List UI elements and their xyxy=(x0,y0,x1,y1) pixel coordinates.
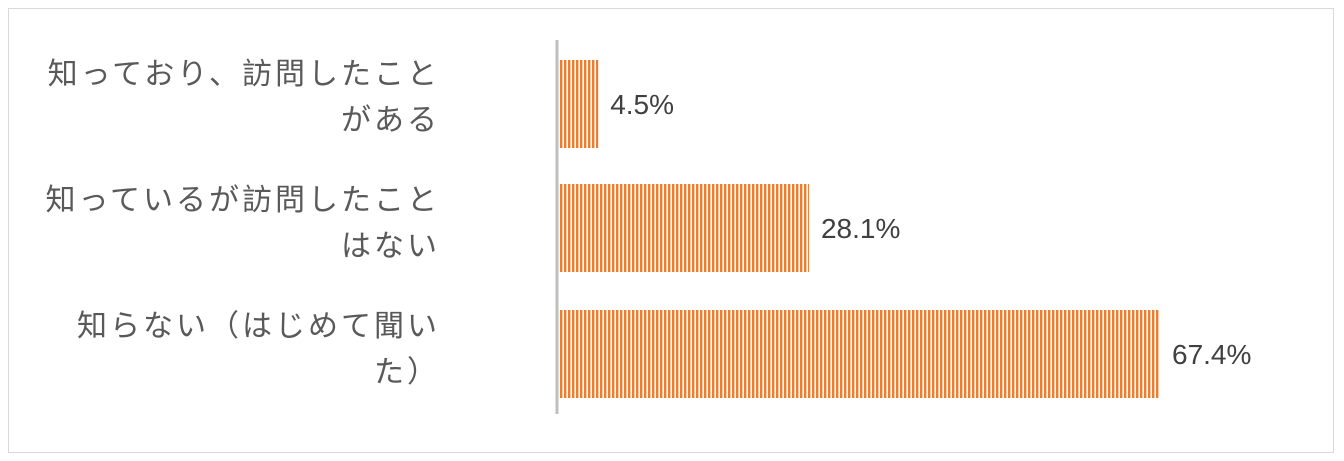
data-label: 67.4% xyxy=(1172,339,1251,370)
category-label-line: た） xyxy=(374,355,440,390)
category-label: 知っているが訪問したこと はない xyxy=(20,178,440,270)
category-label-line: 知っているが訪問したこと xyxy=(45,183,440,218)
data-labels-group: 4.5% 28.1% 67.4% xyxy=(610,89,1251,370)
category-label: 知らない（はじめて聞い た） xyxy=(20,304,440,396)
category-label-line: 知らない（はじめて聞い xyxy=(77,309,440,344)
category-label: 知っており、訪問したこと がある xyxy=(20,52,440,144)
bar xyxy=(558,60,599,148)
bar xyxy=(558,184,809,272)
bar xyxy=(558,310,1160,398)
data-label: 28.1% xyxy=(821,213,900,244)
data-label: 4.5% xyxy=(610,89,674,120)
bars-group xyxy=(558,60,1160,398)
category-label-line: 知っており、訪問したこと xyxy=(47,57,440,92)
category-label-line: はない xyxy=(341,229,440,264)
category-label-line: がある xyxy=(341,103,440,138)
